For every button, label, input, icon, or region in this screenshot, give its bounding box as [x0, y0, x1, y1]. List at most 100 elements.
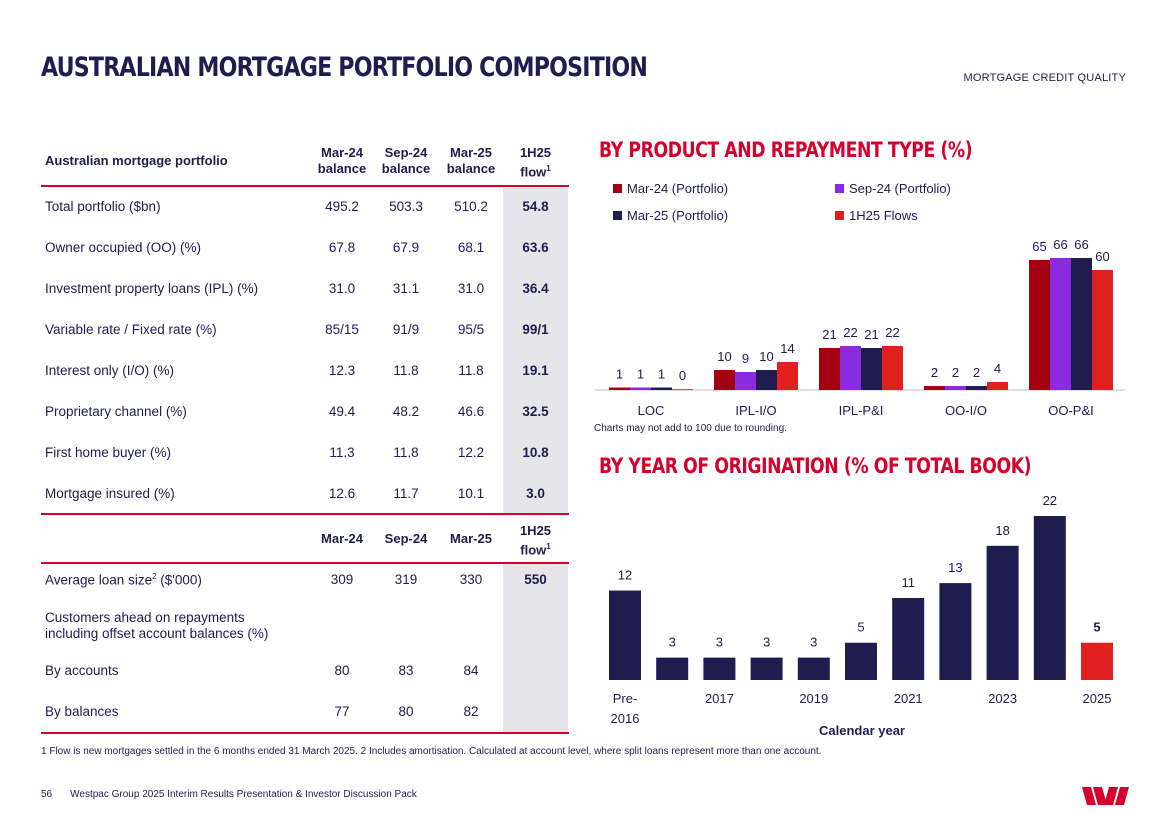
footer: 56 Westpac Group 2025 Interim Results Pre…	[41, 789, 435, 800]
bar-value-label: 22	[843, 325, 857, 340]
table-divider	[41, 513, 569, 515]
row-label: Total portfolio ($bn)	[45, 199, 161, 214]
category-label: OO-P&I	[1048, 403, 1094, 418]
cell-flow: 32.5	[522, 404, 549, 419]
row-label: By balances	[45, 704, 119, 719]
avg-loan-label: Average loan size2 ($'000)	[45, 572, 202, 588]
flow-column-shade	[503, 188, 568, 514]
bar	[651, 387, 672, 390]
cell-flow: 54.8	[522, 199, 549, 214]
cell-mar24: 12.6	[328, 486, 356, 501]
page-title: AUSTRALIAN MORTGAGE PORTFOLIO COMPOSITIO…	[41, 52, 648, 83]
avg-flow: 550	[524, 572, 547, 587]
tick-label: Pre-	[613, 691, 638, 706]
bar	[939, 583, 972, 680]
bar	[735, 372, 756, 390]
bar-value-label: 10	[759, 349, 773, 364]
bar	[840, 346, 861, 390]
cell-sep24: 48.2	[392, 404, 420, 419]
cell-mar25: 510.2	[454, 199, 488, 214]
row-label: Interest only (I/O) (%)	[45, 363, 175, 378]
cell-sep24: 83	[398, 663, 414, 678]
header2-flow: 1H25 flow1	[519, 523, 552, 558]
ahead-label: Customers ahead on repayments including o…	[45, 610, 269, 641]
bar	[714, 370, 735, 390]
row-label: Mortgage insured (%)	[45, 486, 175, 501]
row-label: By accounts	[45, 663, 119, 678]
bar-value-label: 21	[864, 327, 878, 342]
tick-label: 2019	[799, 691, 828, 706]
bar-value-label: 66	[1074, 237, 1088, 252]
bar-value-label: 66	[1053, 237, 1067, 252]
category-label: LOC	[638, 403, 665, 418]
row-label: Variable rate / Fixed rate (%)	[45, 322, 217, 337]
bar	[966, 386, 987, 390]
bar	[819, 348, 840, 390]
cell-flow: 63.6	[522, 240, 549, 255]
category-label: IPL-P&I	[839, 403, 884, 418]
bar-value-label: 13	[948, 560, 962, 575]
cell-mar24: 12.3	[328, 363, 356, 378]
header2-mar24: Mar-24	[321, 531, 363, 546]
header-sep24: Sep-24 balance	[381, 145, 431, 176]
cell-flow: 3.0	[526, 486, 545, 501]
bar-value-label: 1	[637, 367, 644, 382]
header-mar24: Mar-24 balance	[317, 145, 367, 176]
footnote: 1 Flow is new mortgages settled in the 6…	[41, 746, 822, 757]
table-header-label: Australian mortgage portfolio	[45, 153, 228, 168]
cell-mar25: 95/5	[457, 322, 485, 337]
cell-mar25: 10.1	[457, 486, 485, 501]
header-flow: 1H25 flow1	[519, 145, 552, 180]
bar	[756, 370, 777, 390]
bar-value-label: 22	[1043, 493, 1057, 508]
legend-swatch	[835, 211, 844, 220]
cell-flow: 19.1	[522, 363, 549, 378]
bar	[986, 545, 1019, 680]
bar-value-label: 21	[822, 327, 836, 342]
bar	[882, 346, 903, 390]
bar-value-label: 3	[669, 635, 676, 650]
bar-value-label: 5	[857, 620, 864, 635]
table-bottom-rule	[41, 732, 569, 734]
avg-sep24: 319	[394, 572, 418, 587]
tick-label: 2016	[611, 711, 640, 726]
bar-value-label: 4	[994, 361, 1001, 376]
bar-value-label: 10	[717, 349, 731, 364]
cell-mar25: 11.8	[458, 363, 484, 378]
header2-rule	[41, 562, 569, 564]
legend-swatch	[613, 211, 622, 220]
category-label: IPL-I/O	[735, 403, 776, 418]
bar	[630, 387, 651, 390]
bar-value-label: 14	[780, 341, 794, 356]
bar	[1050, 258, 1071, 390]
cell-mar25: 31.0	[457, 281, 485, 296]
bar	[750, 657, 783, 680]
cell-mar24: 31.0	[328, 281, 356, 296]
header-mar25: Mar-25 balance	[446, 145, 496, 176]
product-chart: Mar-24 (Portfolio) Sep-24 (Portfolio) Mar-…	[595, 181, 1125, 418]
bar	[777, 362, 798, 390]
bar	[861, 348, 882, 390]
origination-chart: 12 3 3 3 3 5 11 13 18 22 5 Pre- 2016 2017 2019 2021 2023…	[609, 493, 1113, 738]
avg-mar24: 309	[330, 572, 354, 587]
category-label: OO-I/O	[945, 403, 987, 418]
row-label: First home buyer (%)	[45, 445, 172, 460]
cell-mar24: 77	[334, 704, 350, 719]
bar-value-label: 18	[995, 523, 1009, 538]
row-label: Proprietary channel (%)	[45, 404, 187, 419]
chart1-title: BY PRODUCT AND REPAYMENT TYPE (%)	[599, 138, 973, 162]
cell-sep24: 11.8	[393, 363, 419, 378]
bar-value-label: 3	[763, 635, 770, 650]
bar	[1033, 516, 1066, 680]
cell-mar24: 80	[334, 663, 350, 678]
westpac-logo	[1082, 787, 1129, 805]
chart1-note: Charts may not add to 100 due to roundin…	[594, 423, 787, 434]
cell-flow: 99/1	[522, 322, 549, 337]
cell-sep24: 91/9	[392, 322, 420, 337]
cell-mar25: 46.6	[457, 404, 485, 419]
cell-flow: 36.4	[522, 281, 549, 296]
legend-swatch	[835, 184, 844, 193]
bar-value-label: 2	[931, 365, 938, 380]
cell-mar24: 495.2	[325, 199, 359, 214]
cell-mar24: 85/15	[325, 322, 359, 337]
